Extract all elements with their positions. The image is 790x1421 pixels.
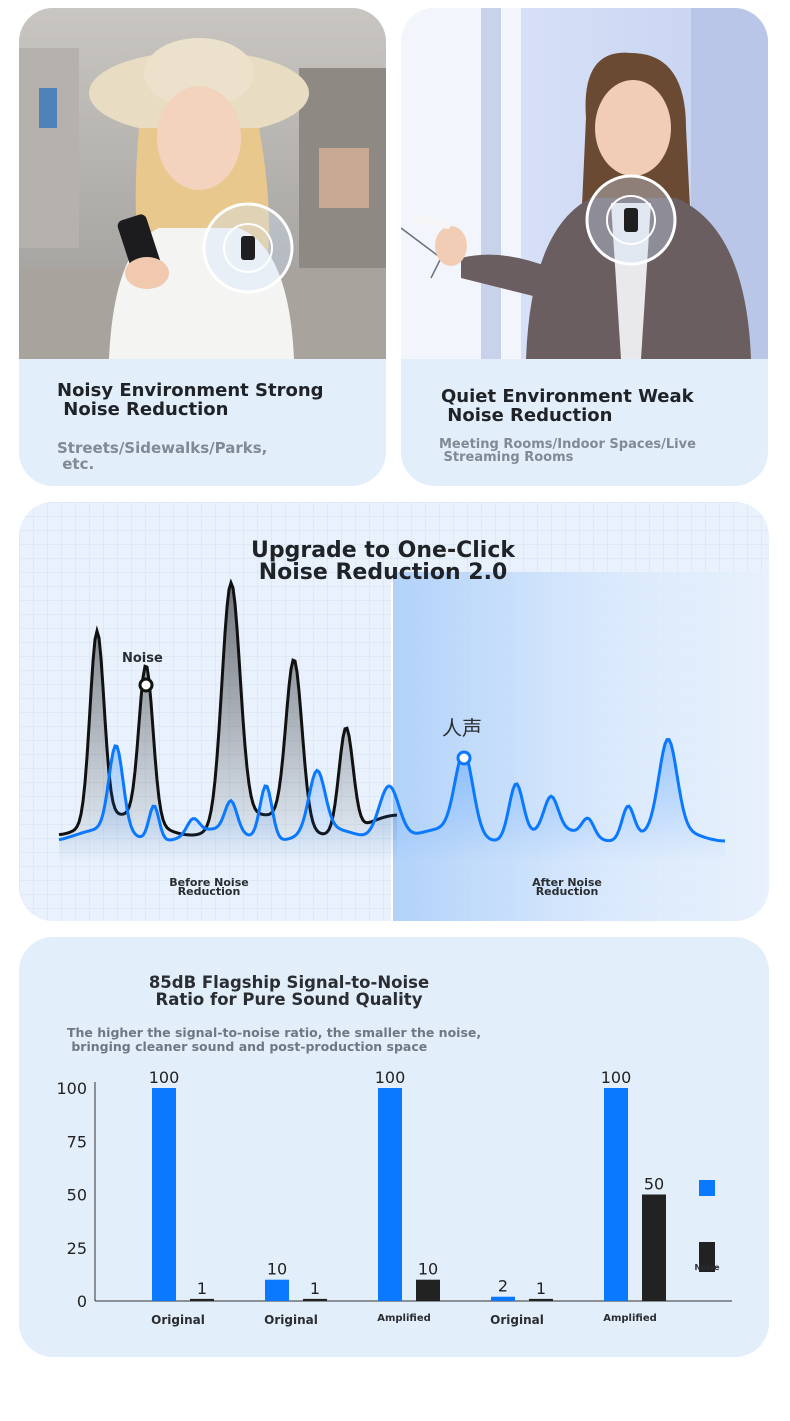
noise-label: Noise bbox=[122, 651, 163, 666]
signal-bar bbox=[491, 1296, 515, 1301]
legend-noise-label: Noise bbox=[694, 1263, 720, 1272]
card-subtitle: Streets/Sidewalks/Parks, etc. bbox=[57, 439, 268, 473]
woman-presenting-photo bbox=[401, 8, 768, 359]
signal-value-label: 100 bbox=[149, 1068, 180, 1087]
snr-chart-card: 0 25 50 75 100 100 1 Original 10 1 Original 100 10 Am… bbox=[19, 937, 769, 1357]
voice-label: 人声 bbox=[442, 716, 482, 740]
noise-bar bbox=[303, 1298, 327, 1301]
before-label: Before Noise Reduction bbox=[169, 876, 249, 898]
snr-subtitle: The higher the signal-to-noise ratio, th… bbox=[67, 1025, 482, 1054]
legend-signal-swatch bbox=[699, 1180, 715, 1196]
signal-bar bbox=[152, 1088, 176, 1301]
signal-value-label: 2 bbox=[498, 1277, 508, 1296]
noise-value-label: 1 bbox=[197, 1279, 207, 1298]
noise-bar bbox=[642, 1194, 666, 1301]
quiet-environment-card: Quiet Environment Weak Noise Reduction M… bbox=[401, 8, 768, 486]
snr-bar-chart: 0 25 50 75 100 100 1 Original 10 1 Original 100 10 Am… bbox=[56, 1068, 732, 1327]
category-label: Original bbox=[490, 1313, 544, 1327]
noise-value-label: 1 bbox=[536, 1279, 546, 1298]
card-title: Noisy Environment Strong Noise Reduction bbox=[57, 380, 324, 420]
signal-value-label: 100 bbox=[601, 1068, 632, 1087]
card-title: Quiet Environment Weak Noise Reduction bbox=[441, 386, 694, 426]
noise-bar bbox=[190, 1298, 214, 1301]
y-tick-label: 100 bbox=[56, 1079, 87, 1098]
category-label: Original bbox=[151, 1313, 205, 1327]
noise-value-label: 50 bbox=[644, 1175, 664, 1194]
noisy-environment-card: Noisy Environment Strong Noise Reduction… bbox=[19, 8, 386, 486]
category-label: Amplified bbox=[377, 1313, 431, 1324]
y-tick-label: 75 bbox=[67, 1132, 87, 1151]
category-label: Original bbox=[264, 1313, 318, 1327]
after-label: After Noise Reduction bbox=[532, 876, 602, 898]
signal-bar bbox=[378, 1088, 402, 1301]
noise-bar bbox=[529, 1298, 553, 1301]
legend-noise-swatch bbox=[699, 1242, 715, 1272]
noise-value-label: 10 bbox=[418, 1260, 438, 1279]
signal-value-label: 10 bbox=[267, 1260, 287, 1279]
waveform-graphic bbox=[19, 502, 769, 921]
noise-bar bbox=[416, 1279, 440, 1301]
category-label: Amplified bbox=[603, 1313, 657, 1324]
voice-waveform bbox=[58, 738, 726, 862]
noise-marker bbox=[138, 677, 154, 693]
card-subtitle: Meeting Rooms/Indoor Spaces/Live Streami… bbox=[439, 437, 696, 465]
signal-bar bbox=[604, 1088, 628, 1301]
woman-in-hat-photo bbox=[19, 8, 386, 359]
snr-title: 85dB Flagship Signal-to-Noise Ratio for … bbox=[148, 973, 430, 1009]
y-tick-label: 25 bbox=[67, 1239, 87, 1258]
signal-value-label: 100 bbox=[375, 1068, 406, 1087]
noise-value-label: 1 bbox=[310, 1279, 320, 1298]
y-tick-label: 0 bbox=[77, 1292, 87, 1311]
y-tick-label: 50 bbox=[67, 1186, 87, 1205]
noise-reduction-waveform-card: Upgrade to One-Click Noise Reduction 2.0… bbox=[19, 502, 769, 921]
signal-bar bbox=[265, 1279, 289, 1301]
voice-marker bbox=[456, 750, 472, 766]
wave-title: Upgrade to One-Click Noise Reduction 2.0 bbox=[251, 538, 515, 585]
